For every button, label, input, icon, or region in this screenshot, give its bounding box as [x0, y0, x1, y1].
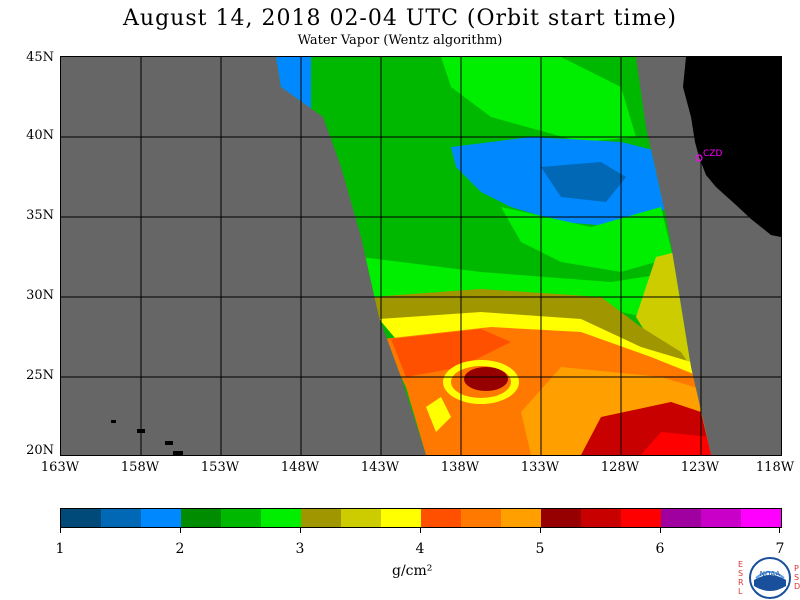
colorbar-tick — [60, 527, 61, 533]
island-kauai — [111, 420, 116, 423]
colorbar-swatch — [261, 509, 301, 527]
colorbar-swatch — [301, 509, 341, 527]
station-label: CZD — [703, 149, 722, 159]
land-california — [683, 57, 781, 237]
colorbar-label-5: 5 — [535, 541, 545, 557]
colorbar-label-6: 6 — [655, 541, 665, 557]
lon-label-128w: 128W — [600, 460, 640, 475]
colorbar-tick — [540, 527, 541, 533]
map-svg: CZD — [61, 57, 781, 455]
colorbar-tick — [300, 527, 301, 533]
lon-label-118w: 118W — [755, 460, 795, 475]
band-brightred-se — [641, 432, 711, 455]
colorbar-swatch — [221, 509, 261, 527]
lat-label-35n: 35N — [26, 208, 54, 223]
lon-label-133w: 133W — [520, 460, 560, 475]
lat-label-30n: 30N — [26, 288, 54, 303]
logo-letter: R — [738, 578, 744, 587]
colorbar-swatch — [101, 509, 141, 527]
colorbar-label-4: 4 — [415, 541, 425, 557]
lat-label-25n: 25N — [26, 368, 54, 383]
colorbar-tick — [180, 527, 181, 533]
station-marker-icon — [695, 154, 703, 162]
colorbar-swatch — [421, 509, 461, 527]
lat-label-45n: 45N — [26, 50, 54, 65]
colorbar-tick — [420, 527, 421, 533]
logo-letter: D — [794, 582, 800, 591]
island-hawaii — [173, 451, 183, 455]
colorbar-swatch — [501, 509, 541, 527]
logo-letter: L — [738, 587, 743, 596]
colorbar-swatch — [581, 509, 621, 527]
colorbar-units: g/cm² — [392, 563, 433, 579]
logo-letter: S — [738, 569, 744, 578]
lon-label-138w: 138W — [440, 460, 480, 475]
logo-letter: E — [738, 560, 744, 569]
noaa-logo: E S R L NOAA P S D — [738, 556, 800, 600]
lon-label-158w: 158W — [120, 460, 160, 475]
logo-right-letters: P S D — [794, 564, 800, 591]
colorbar-tick — [660, 527, 661, 533]
logo-text: NOAA — [760, 570, 781, 578]
band-maroon-core — [464, 367, 508, 391]
colorbar-tick — [779, 527, 780, 533]
lon-label-163w: 163W — [40, 460, 80, 475]
band-lightgreen-mid — [501, 207, 673, 272]
band-redorange — [391, 329, 511, 377]
map-title: August 14, 2018 02-04 UTC (Orbit start t… — [123, 6, 677, 31]
lon-label-123w: 123W — [680, 460, 720, 475]
band-yellow-speck — [426, 397, 451, 432]
island-maui — [165, 441, 173, 445]
lon-label-143w: 143W — [360, 460, 400, 475]
colorbar-label-7: 7 — [775, 541, 785, 557]
colorbar-swatch — [661, 509, 701, 527]
colorbar — [60, 508, 782, 528]
colorbar-swatch — [741, 509, 781, 527]
lon-label-153w: 153W — [200, 460, 240, 475]
band-darkblue-mid — [541, 162, 626, 202]
logo-letter: P — [794, 564, 799, 573]
colorbar-label-1: 1 — [55, 541, 65, 557]
map-grid — [61, 57, 781, 455]
colorbar-swatch — [701, 509, 741, 527]
colorbar-swatch — [461, 509, 501, 527]
colorbar-swatch — [381, 509, 421, 527]
colorbar-swatch — [341, 509, 381, 527]
logo-letter: S — [794, 573, 800, 582]
colorbar-label-3: 3 — [295, 541, 305, 557]
colorbar-label-2: 2 — [175, 541, 185, 557]
colorbar-swatch — [181, 509, 221, 527]
map-subtitle: Water Vapor (Wentz algorithm) — [297, 33, 503, 48]
lat-label-20n: 20N — [26, 443, 54, 458]
noaa-emblem-icon: NOAA — [749, 557, 791, 599]
logo-left-letters: E S R L — [738, 560, 744, 596]
map-panel: CZD — [60, 56, 782, 456]
colorbar-swatch — [541, 509, 581, 527]
water-vapor-swath — [276, 57, 711, 455]
lon-label-148w: 148W — [280, 460, 320, 475]
colorbar-swatch — [141, 509, 181, 527]
colorbar-swatch — [61, 509, 101, 527]
colorbar-swatch — [621, 509, 661, 527]
band-lightgreen-n — [441, 57, 636, 142]
lat-label-40n: 40N — [26, 128, 54, 143]
